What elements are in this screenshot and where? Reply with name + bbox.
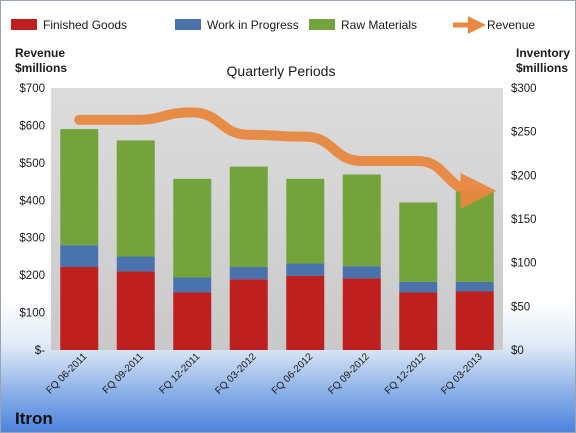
right-axis-title-line2: $millions bbox=[516, 61, 568, 75]
right-tick-label: $300 bbox=[511, 83, 537, 95]
bar-work-in-progress bbox=[229, 267, 268, 280]
right-tick-label: $50 bbox=[511, 301, 530, 313]
category-label: FQ 12-2011 bbox=[157, 351, 202, 396]
bar-work-in-progress bbox=[60, 245, 99, 268]
category-labels: FQ 06-2011 FQ 09-2011 FQ 12-2011 FQ 03-2012… bbox=[44, 351, 485, 397]
revenue-line-path bbox=[74, 107, 497, 209]
bar-raw-materials bbox=[342, 174, 381, 267]
left-tick-label: $- bbox=[35, 345, 45, 357]
left-tick-label: $500 bbox=[19, 158, 45, 170]
bar-raw-materials bbox=[229, 166, 268, 268]
bar-raw-materials bbox=[286, 178, 325, 264]
left-tick-label: $400 bbox=[19, 195, 45, 207]
right-tick-label: $0 bbox=[511, 345, 524, 357]
legend-swatch-finished-goods bbox=[11, 19, 37, 30]
left-tick-label: $700 bbox=[19, 83, 45, 95]
bar-raw-materials bbox=[116, 140, 155, 257]
bar-work-in-progress bbox=[173, 277, 212, 293]
category-label: FQ 03-2012 bbox=[213, 351, 259, 397]
bar-finished-goods bbox=[116, 271, 155, 350]
revenue-line bbox=[74, 107, 497, 209]
bar-finished-goods bbox=[286, 275, 325, 350]
left-tick-label: $600 bbox=[19, 120, 45, 132]
left-axis-title-line1: Revenue bbox=[15, 46, 65, 60]
right-tick-label: $150 bbox=[511, 214, 537, 226]
bar-stacks bbox=[60, 129, 494, 350]
bar-work-in-progress bbox=[286, 263, 325, 276]
category-label: FQ 09-2011 bbox=[101, 351, 146, 396]
bar-finished-goods bbox=[173, 292, 212, 350]
category-label: FQ 06-2012 bbox=[270, 351, 316, 397]
company-name: Itron bbox=[15, 409, 53, 428]
bar-raw-materials bbox=[455, 191, 494, 282]
chart-subtitle: Quarterly Periods bbox=[227, 63, 336, 79]
left-axis-title-line2: $millions bbox=[15, 61, 67, 75]
bar-raw-materials bbox=[173, 178, 212, 278]
category-label: FQ 03-2013 bbox=[439, 351, 485, 397]
bar-work-in-progress bbox=[455, 281, 494, 292]
left-tick-label: $100 bbox=[19, 308, 45, 320]
bar-finished-goods bbox=[455, 291, 494, 350]
category-label: FQ 09-2012 bbox=[326, 351, 372, 397]
bar-finished-goods bbox=[342, 278, 381, 350]
left-tick-label: $300 bbox=[19, 233, 45, 245]
legend-label-raw-materials: Raw Materials bbox=[341, 18, 417, 32]
right-tick-label: $250 bbox=[511, 127, 537, 139]
legend: Finished Goods Work in Progress Raw Materi… bbox=[11, 16, 535, 34]
category-label: FQ 12-2012 bbox=[383, 351, 429, 397]
legend-swatch-work-in-progress bbox=[175, 19, 201, 30]
legend-swatch-raw-materials bbox=[309, 19, 335, 30]
legend-label-revenue: Revenue bbox=[487, 18, 535, 32]
bar-finished-goods bbox=[399, 292, 438, 350]
legend-label-work-in-progress: Work in Progress bbox=[207, 18, 299, 32]
left-tick-label: $200 bbox=[19, 270, 45, 282]
bar-work-in-progress bbox=[116, 256, 155, 272]
right-tick-label: $100 bbox=[511, 258, 537, 270]
bar-finished-goods bbox=[229, 279, 268, 350]
bar-raw-materials bbox=[60, 129, 99, 246]
right-axis-ticks: $0 $50 $100 $150 $200 $250 $300 bbox=[511, 83, 537, 357]
legend-label-finished-goods: Finished Goods bbox=[43, 18, 127, 32]
category-label: FQ 06-2011 bbox=[44, 351, 89, 396]
bar-work-in-progress bbox=[342, 266, 381, 279]
bar-raw-materials bbox=[399, 202, 438, 282]
bar-work-in-progress bbox=[399, 281, 438, 293]
right-axis-title-line1: Inventory bbox=[516, 46, 570, 60]
right-tick-label: $200 bbox=[511, 170, 537, 182]
bar-finished-goods bbox=[60, 267, 99, 350]
left-axis-ticks: $- $100 $200 $300 $400 $500 $600 $700 bbox=[19, 83, 45, 357]
